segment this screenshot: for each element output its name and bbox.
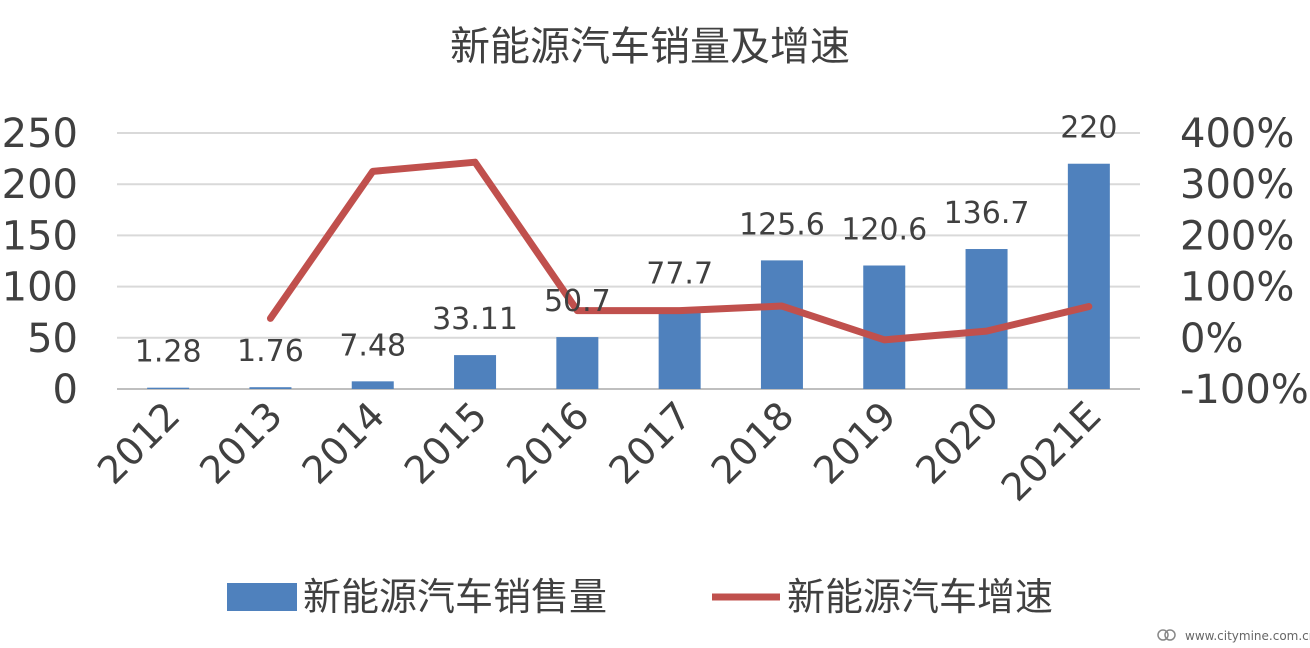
left-tick-label: 150 [2, 213, 78, 259]
bar [1067, 163, 1110, 389]
bar [965, 249, 1008, 389]
x-tick-label: 2013 [191, 393, 291, 493]
bar [249, 387, 292, 389]
x-tick-label: 2017 [601, 393, 701, 493]
x-tick-label: 2012 [89, 393, 189, 493]
right-tick-label: 0% [1180, 316, 1243, 362]
data-label: 136.7 [944, 196, 1030, 231]
data-label: 125.6 [739, 207, 825, 242]
bar [760, 260, 803, 389]
watermark-text: www.citymine.com.cn [1185, 629, 1310, 643]
data-label: 1.28 [135, 335, 202, 370]
watermark-logo-icon-2 [1164, 629, 1176, 641]
right-tick-label: -100% [1180, 367, 1309, 413]
left-tick-label: 50 [27, 316, 78, 362]
left-axis: 0 50 100 150 200 250 [2, 111, 78, 413]
x-tick-label: 2021E [993, 393, 1109, 509]
data-label: 50.7 [544, 284, 611, 319]
data-label: 7.48 [339, 328, 406, 363]
right-tick-label: 200% [1180, 213, 1294, 259]
chart-title: 新能源汽车销量及增速 [450, 24, 850, 70]
x-tick-label: 2019 [805, 393, 905, 493]
line-series [266, 158, 1093, 344]
left-tick-label: 100 [2, 265, 78, 311]
legend-line-label: 新能源汽车增速 [787, 575, 1053, 619]
growth-line [266, 158, 1093, 344]
bar [454, 355, 497, 389]
right-axis: -100% 0% 100% 200% 300% 400% [1180, 111, 1309, 413]
bar [658, 309, 701, 389]
data-label: 33.11 [432, 302, 518, 337]
x-tick-label: 2016 [498, 393, 598, 493]
bar [556, 337, 599, 389]
legend-bar-swatch [227, 583, 297, 611]
watermark-logo-icon [1157, 629, 1169, 641]
right-tick-label: 400% [1180, 111, 1294, 157]
data-labels: 1.28 1.76 7.48 33.11 50.7 77.7 125.6 120.6 136.7… [135, 111, 1118, 370]
right-tick-label: 300% [1180, 162, 1294, 208]
bar [147, 387, 190, 389]
legend: 新能源汽车销售量 新能源汽车增速 [227, 575, 1053, 619]
left-tick-label: 0 [53, 367, 78, 413]
bar-series [147, 163, 1110, 389]
legend-bar-label: 新能源汽车销售量 [303, 575, 607, 619]
x-tick-label: 2020 [907, 393, 1007, 493]
x-tick-label: 2018 [703, 393, 803, 493]
left-tick-label: 250 [2, 111, 78, 157]
data-label: 1.76 [237, 334, 304, 369]
data-label: 120.6 [841, 213, 927, 248]
bar [863, 265, 906, 389]
watermark: www.citymine.com.cn [1157, 629, 1310, 643]
bar [351, 381, 394, 389]
data-label: 220 [1060, 111, 1117, 146]
data-label: 77.7 [646, 256, 713, 291]
x-tick-label: 2014 [294, 393, 394, 493]
left-tick-label: 200 [2, 162, 78, 208]
right-tick-label: 100% [1180, 265, 1294, 311]
x-axis: 2012 2013 2014 2015 2016 2017 2018 2019 20202021… [89, 393, 1109, 509]
x-tick-label: 2015 [396, 393, 496, 493]
